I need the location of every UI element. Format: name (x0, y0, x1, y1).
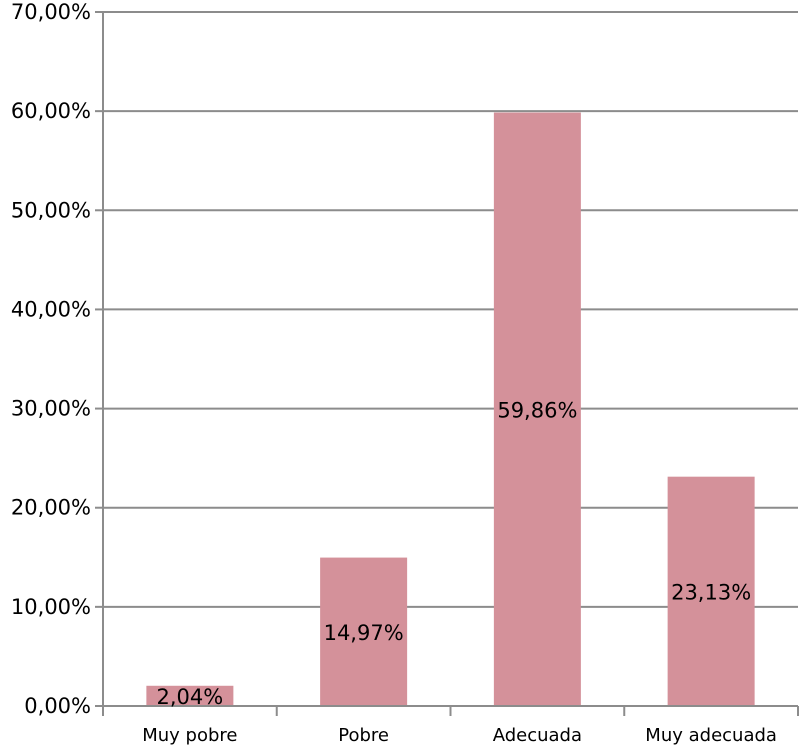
data-label: 2,04% (157, 685, 224, 709)
bars (146, 112, 755, 706)
bar-adecuada (493, 112, 581, 706)
y-tick-label: 50,00% (11, 198, 91, 222)
bar-muy-adecuada (667, 476, 755, 706)
category-label: Muy adecuada (645, 725, 777, 746)
category-label: Muy pobre (142, 725, 237, 746)
y-tick-labels: 0,00% 10,00% 20,00% 30,00% 40,00% 50,00% 60,00… (11, 0, 91, 718)
data-label: 14,97% (324, 621, 404, 645)
bar-muy-pobre (146, 685, 234, 706)
y-tick-label: 0,00% (24, 694, 91, 718)
category-label: Adecuada (493, 725, 582, 746)
y-tick-label: 30,00% (11, 397, 91, 421)
axes (95, 11, 799, 716)
category-label: Pobre (338, 725, 389, 746)
category-labels: Muy pobre Pobre Adecuada Muy adecuada (142, 725, 777, 746)
y-tick-label: 10,00% (11, 595, 91, 619)
data-labels: 2,04% 14,97% 59,86% 23,13% (157, 398, 752, 709)
bar-pobre (320, 557, 408, 706)
data-label: 23,13% (671, 580, 751, 604)
y-tick-label: 70,00% (11, 0, 91, 24)
y-tick-label: 60,00% (11, 99, 91, 123)
gridlines (103, 11, 798, 608)
y-tick-label: 20,00% (11, 496, 91, 520)
data-label: 59,86% (497, 398, 577, 422)
y-tick-label: 40,00% (11, 297, 91, 321)
